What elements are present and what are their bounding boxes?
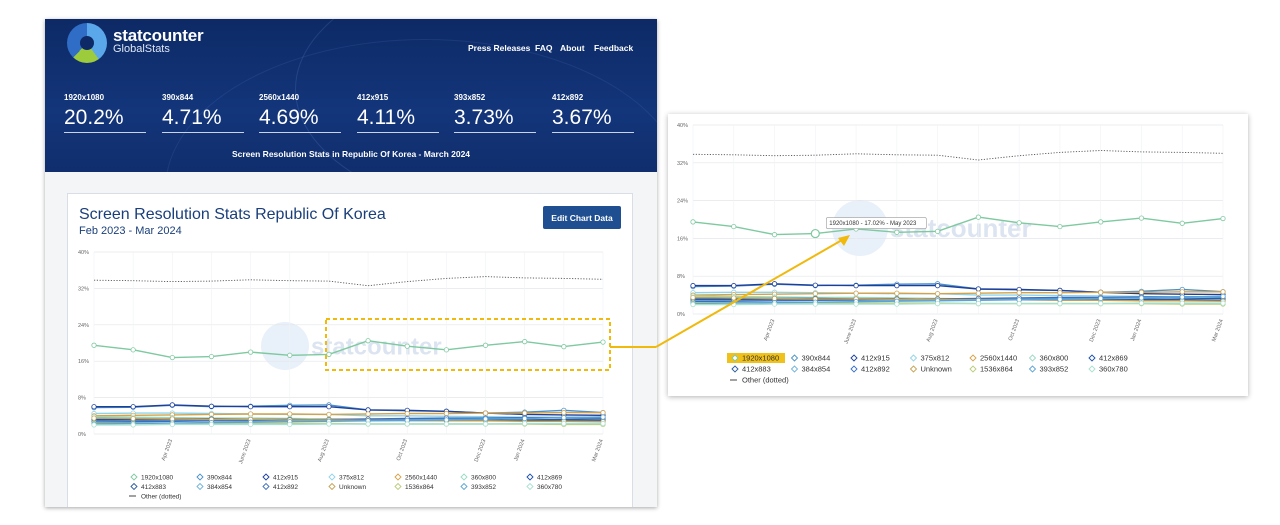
nav-press-releases[interactable]: Press Releases <box>468 43 531 53</box>
edit-chart-data-button[interactable]: Edit Chart Data <box>543 206 621 229</box>
logo-subtitle[interactable]: GlobalStats <box>113 43 170 55</box>
stat-value: 4.69% <box>259 106 341 133</box>
nav-feedback[interactable]: Feedback <box>594 43 634 53</box>
stat-label: 393x852 <box>454 93 486 102</box>
chart-date-range: Feb 2023 - Mar 2024 <box>79 225 182 237</box>
stat-tile: 2560x1440 4.69% <box>259 93 341 133</box>
stat-label: 412x892 <box>552 93 584 102</box>
stat-label: 1920x1080 <box>64 93 105 102</box>
stat-tile: 390x844 4.71% <box>162 93 244 133</box>
stat-value: 20.2% <box>64 106 146 133</box>
logo-name[interactable]: statcounter <box>113 26 204 45</box>
statcounter-logo-icon[interactable] <box>67 23 107 63</box>
stat-label: 412x915 <box>357 93 389 102</box>
chart-card: Screen Resolution Stats Republic Of Kore… <box>67 193 633 507</box>
stat-value: 3.67% <box>552 106 634 133</box>
stat-tile: 393x852 3.73% <box>454 93 536 133</box>
stat-label: 2560x1440 <box>259 93 300 102</box>
site-header: statcounter GlobalStats Press Releases F… <box>45 19 657 172</box>
stat-value: 4.71% <box>162 106 244 133</box>
nav-about[interactable]: About <box>560 43 585 53</box>
statcounter-page: statcounter GlobalStats Press Releases F… <box>45 19 657 507</box>
page-subtitle: Screen Resolution Stats in Republic Of K… <box>231 149 471 159</box>
stat-label: 390x844 <box>162 93 194 102</box>
stat-value: 4.11% <box>357 106 439 133</box>
stat-value: 3.73% <box>454 106 536 133</box>
stat-tile: 412x915 4.11% <box>357 93 439 133</box>
stat-tile: 1920x1080 20.2% <box>64 93 146 133</box>
chart-title: Screen Resolution Stats Republic Of Kore… <box>79 206 386 223</box>
nav-faq[interactable]: FAQ <box>535 43 553 53</box>
stat-tile: 412x892 3.67% <box>552 93 634 133</box>
zoomed-chart-panel <box>668 114 1248 396</box>
